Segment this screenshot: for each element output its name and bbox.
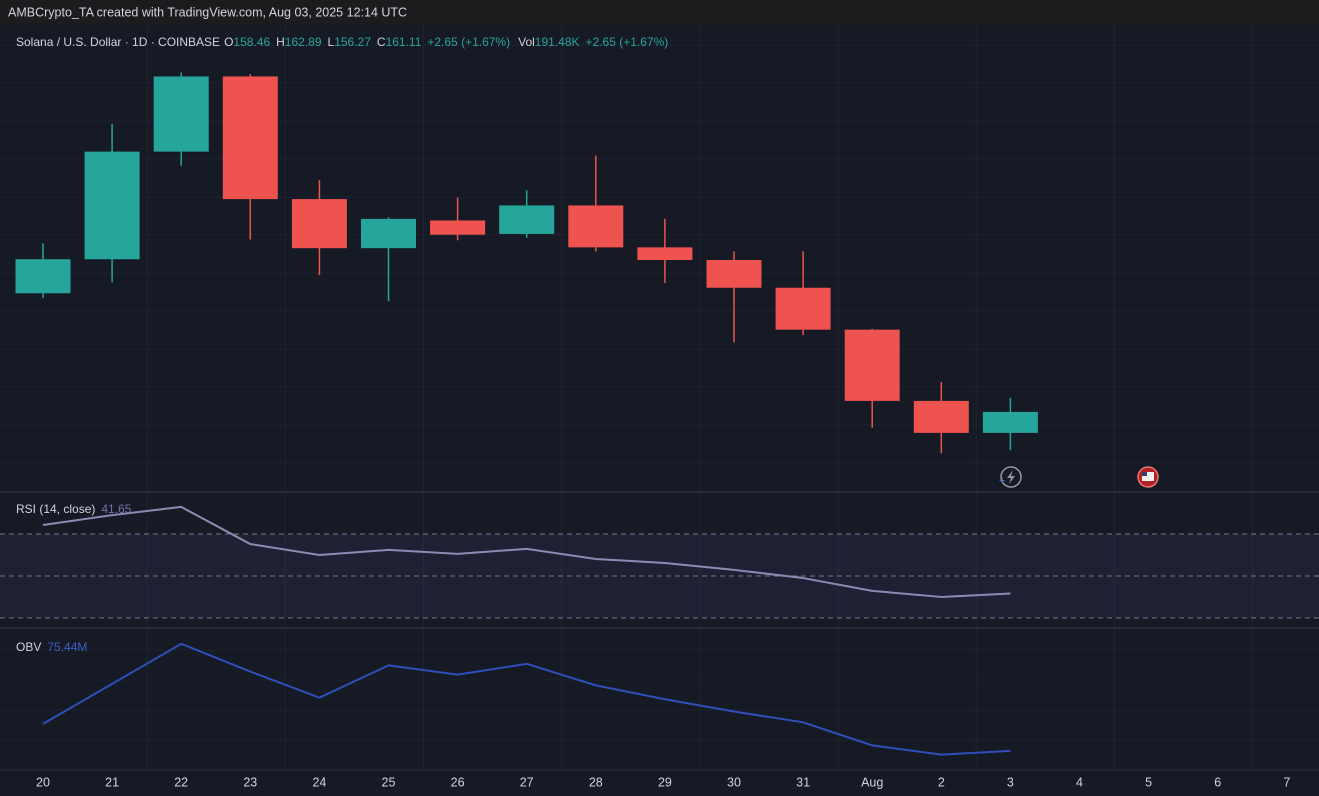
open-label: O bbox=[224, 35, 233, 49]
low-value: 156.27 bbox=[334, 35, 371, 49]
candle-body bbox=[153, 76, 209, 152]
candle-body bbox=[775, 287, 831, 330]
svg-text:+: + bbox=[999, 475, 1005, 487]
close-value: 161.11 bbox=[386, 35, 422, 49]
x-tick-label: 31 bbox=[796, 775, 810, 789]
header-text: AMBCrypto_TA created with TradingView.co… bbox=[8, 5, 407, 19]
rsi-value: 41.65 bbox=[101, 502, 131, 516]
candle-body bbox=[706, 260, 762, 288]
volume-label: Vol bbox=[518, 35, 535, 49]
x-tick-label: 29 bbox=[658, 775, 672, 789]
legend: Solana / U.S. Dollar · 1D · COINBASE O158… bbox=[16, 35, 668, 654]
top-bar bbox=[0, 0, 1319, 25]
x-tick-label: 6 bbox=[1214, 775, 1221, 789]
x-tick-label: 7 bbox=[1283, 775, 1290, 789]
grid bbox=[0, 25, 1319, 770]
candle-body bbox=[361, 218, 416, 249]
candle-body bbox=[84, 151, 140, 260]
x-tick-label: 5 bbox=[1145, 775, 1152, 789]
rsi-title: RSI (14, close) bbox=[16, 502, 95, 516]
candle-body bbox=[499, 205, 555, 234]
x-tick-label: 25 bbox=[382, 775, 396, 789]
high-label: H bbox=[276, 35, 285, 49]
obv-value: 75.44M bbox=[47, 640, 87, 654]
series-line bbox=[42, 642, 1011, 756]
candle-body bbox=[430, 220, 486, 235]
x-tick-label: 30 bbox=[727, 775, 741, 789]
x-tick-label: 4 bbox=[1076, 775, 1083, 789]
candle-body bbox=[637, 247, 693, 261]
symbol-legend: Solana / U.S. Dollar · 1D · COINBASE O158… bbox=[16, 35, 668, 49]
x-tick-label: 22 bbox=[174, 775, 188, 789]
x-tick-label: 3 bbox=[1007, 775, 1014, 789]
candle-body bbox=[291, 199, 347, 249]
volume-value: 191.48K bbox=[535, 35, 580, 49]
candle-body bbox=[982, 411, 1038, 433]
x-tick-label: Aug bbox=[861, 775, 883, 789]
obv-legend: OBV 75.44M bbox=[16, 640, 87, 654]
x-tick-label: 28 bbox=[589, 775, 603, 789]
candle-body bbox=[913, 400, 969, 433]
high-value: 162.89 bbox=[285, 35, 322, 49]
flag-icon bbox=[1137, 466, 1159, 488]
candle-body bbox=[844, 329, 900, 401]
symbol-title: Solana / U.S. Dollar · 1D · COINBASE bbox=[16, 35, 220, 49]
x-tick-label: 27 bbox=[520, 775, 534, 789]
candle-body bbox=[15, 259, 71, 294]
low-label: L bbox=[328, 35, 335, 49]
x-tick-label: 24 bbox=[312, 775, 326, 789]
obv-title: OBV bbox=[16, 640, 41, 654]
change-value: +2.65 (+1.67%) bbox=[427, 35, 510, 49]
series-line bbox=[42, 505, 1011, 598]
event-icon: + bbox=[999, 466, 1022, 488]
volume-change: +2.65 (+1.67%) bbox=[586, 35, 669, 49]
open-value: 158.46 bbox=[233, 35, 270, 49]
candle-body bbox=[568, 205, 624, 248]
x-tick-label: 26 bbox=[451, 775, 465, 789]
rsi-legend: RSI (14, close) 41.65 bbox=[16, 502, 132, 516]
close-label: C bbox=[377, 35, 386, 49]
candle-body bbox=[222, 76, 278, 200]
x-tick-label: 2 bbox=[938, 775, 945, 789]
x-tick-label: 21 bbox=[105, 775, 119, 789]
x-tick-label: 23 bbox=[243, 775, 257, 789]
x-tick-label: 20 bbox=[36, 775, 50, 789]
